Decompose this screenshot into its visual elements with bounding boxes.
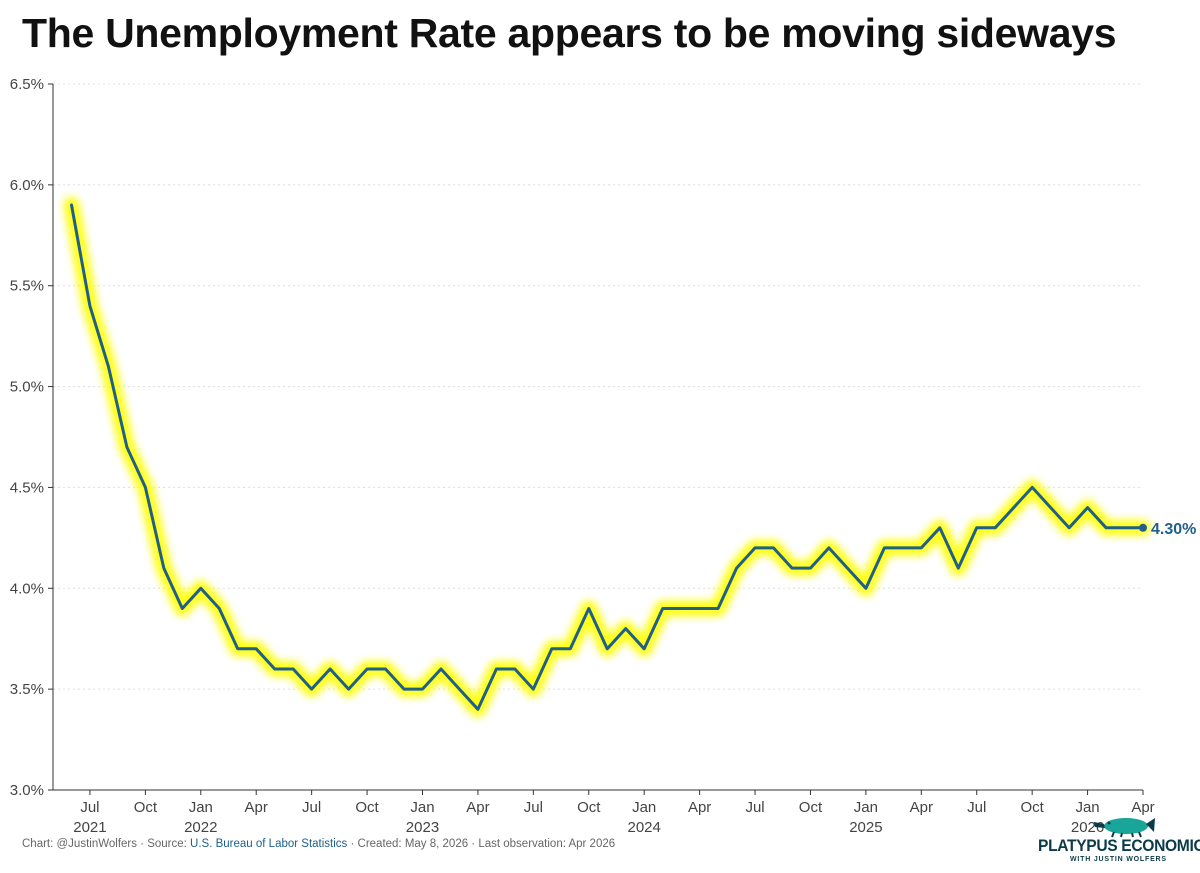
x-tick-label: Oct xyxy=(577,799,601,816)
x-tick-label: Jan xyxy=(854,799,878,816)
x-tick-label: Jan xyxy=(632,799,656,816)
end-point-marker xyxy=(1139,523,1147,532)
y-tick-label: 3.0% xyxy=(10,782,44,799)
source-link[interactable]: U.S. Bureau of Labor Statistics xyxy=(190,838,348,850)
x-tick-label: Apr xyxy=(688,799,711,816)
x-tick-year-label: 2023 xyxy=(406,819,439,836)
x-tick-label: Jul xyxy=(967,799,986,816)
x-tick-year-label: 2024 xyxy=(627,819,660,836)
y-tick-label: 4.0% xyxy=(10,580,44,597)
x-tick-label: Oct xyxy=(799,799,823,816)
logo-tagline: WITH JUSTIN WOLFERS xyxy=(1070,856,1167,863)
x-tick-label: Oct xyxy=(134,799,158,816)
platypus-economics-logo: PLATYPUS ECONOMICS WITH JUSTIN WOLFERS xyxy=(1036,812,1200,873)
x-tick-label: Jul xyxy=(745,799,764,816)
x-tick-label: Jan xyxy=(1075,799,1099,816)
series-group xyxy=(63,197,1151,718)
chart-title: The Unemployment Rate appears to be movi… xyxy=(22,10,1117,56)
x-tick-label: Jan xyxy=(410,799,434,816)
y-tick-label: 5.0% xyxy=(10,379,44,396)
x-tick-year-label: 2022 xyxy=(184,819,217,836)
x-tick-year-label: 2025 xyxy=(849,819,882,836)
x-tick-label: Apr xyxy=(245,799,268,816)
unemployment-line xyxy=(70,203,1145,711)
end-value-label: 4.30% xyxy=(1151,521,1196,538)
axes xyxy=(52,84,1143,791)
x-tick-labels: Jul 2021 Oct Jan 2022 Apr Jul Oct Jan 2023 Apr Jul O… xyxy=(73,790,1155,836)
x-tick-label: Jan xyxy=(189,799,213,816)
x-tick-year-label: 2021 xyxy=(73,819,106,836)
x-tick-label: Oct xyxy=(355,799,379,816)
platypus-icon xyxy=(1094,818,1155,838)
chart-footer: Chart: @JustinWolfers · Source: U.S. Bur… xyxy=(22,838,615,850)
footer-suffix: · Created: May 8, 2026 · Last observatio… xyxy=(347,838,616,850)
x-tick-label: Jul xyxy=(524,799,543,816)
x-tick-label: Jul xyxy=(302,799,321,816)
grid-lines xyxy=(48,83,1143,791)
y-tick-label: 6.5% xyxy=(10,76,44,93)
y-tick-label: 6.0% xyxy=(10,177,44,194)
footer-prefix: Chart: @JustinWolfers · Source: xyxy=(22,838,191,850)
logo-name: PLATYPUS ECONOMICS xyxy=(1038,836,1200,855)
y-tick-labels: 6.5% 6.0% 5.5% 5.0% 4.5% 4.0% 3.5% 3.0% xyxy=(10,76,44,799)
end-label-group: 4.30% xyxy=(1139,521,1196,538)
y-tick-label: 4.5% xyxy=(10,479,44,496)
y-tick-label: 3.5% xyxy=(10,681,44,698)
x-tick-label: Apr xyxy=(910,799,933,816)
x-tick-label: Apr xyxy=(466,799,489,816)
y-tick-label: 5.5% xyxy=(10,278,44,295)
x-tick-label: Apr xyxy=(1131,799,1154,816)
x-tick-label: Oct xyxy=(1020,799,1044,816)
x-tick-label: Jul xyxy=(80,799,99,816)
